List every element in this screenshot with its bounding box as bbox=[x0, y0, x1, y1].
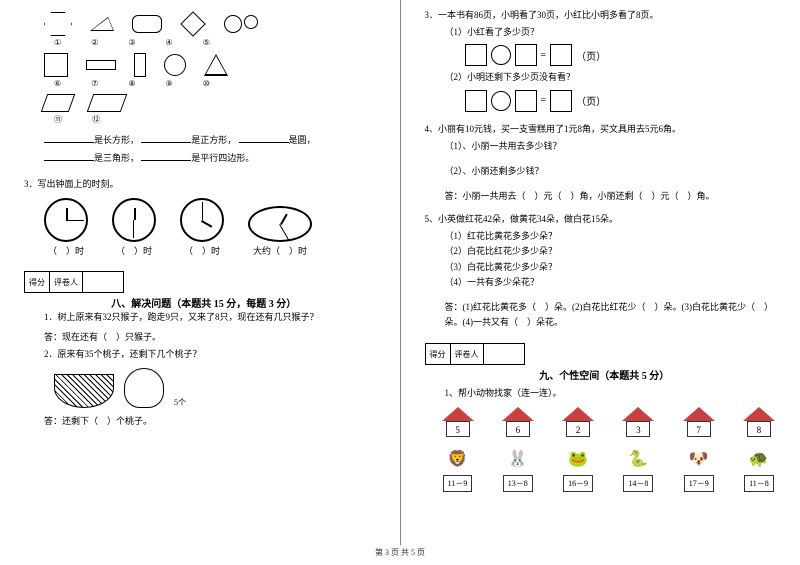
animal-1: 🦁 bbox=[444, 447, 472, 471]
animal-5: 🐶 bbox=[685, 447, 713, 471]
score-box-9: 得分 评卷人 bbox=[425, 343, 525, 365]
peach-count: 5个 bbox=[174, 397, 186, 408]
section-8-title: 八、解决问题（本题共 15 分，每题 3 分） bbox=[24, 295, 384, 310]
shapes-row-2 bbox=[44, 53, 384, 77]
shape-triangle-slant bbox=[90, 17, 114, 31]
clock-2: （ ）时 bbox=[112, 198, 156, 257]
clock-4: 大约（ ）时 bbox=[248, 206, 312, 257]
score-section-8: 得分 评卷人 bbox=[24, 271, 384, 293]
q8-1-ans: 答：现在还有（ ）只猴子。 bbox=[44, 330, 384, 343]
fill-blanks: 是长方形， 是正方形， 是圆， 是三角形， 是平行四边形。 bbox=[44, 131, 384, 167]
clock-3: （ ）时 bbox=[180, 198, 224, 257]
basket-illustration: 5个 bbox=[54, 368, 384, 408]
shape-bar bbox=[86, 60, 116, 70]
r-q5-1: （1）红花比黄花多多少朵？ bbox=[445, 229, 785, 244]
section-9-title: 九、个性空间（本题共 5 分） bbox=[425, 367, 785, 382]
q8-2-ans: 答：还剩下（ ）个桃子。 bbox=[44, 414, 384, 427]
r-q4-1: （1）、小丽一共用去多少钱？ bbox=[445, 139, 785, 154]
shape-tall-rect bbox=[134, 53, 146, 77]
basket-icon bbox=[54, 374, 114, 408]
shape-square bbox=[44, 53, 68, 77]
house-1: 5 bbox=[442, 407, 474, 437]
expr-row: 11－9 13－8 16－9 14－8 17－9 11－8 bbox=[433, 475, 785, 492]
q8-1: 1．树上原来有32只猴子，跑走9只，又来了8只，现在还有几只猴子？ bbox=[44, 310, 384, 324]
house-3: 2 bbox=[562, 407, 594, 437]
house-6: 8 bbox=[743, 407, 775, 437]
r-q4-2: （2）、小丽还剩多少钱？ bbox=[445, 164, 785, 179]
r-q5: 5、小英做红花42朵，做黄花34朵，做白花15朵。 bbox=[425, 212, 785, 225]
animal-row: 🦁 🐰 🐸 🐍 🐶 🐢 bbox=[433, 447, 785, 471]
shape-rounded-rect bbox=[132, 15, 162, 33]
clock-1: （ ）时 bbox=[44, 198, 88, 257]
shape-hexagon bbox=[44, 12, 72, 36]
expr-1: 11－9 bbox=[443, 475, 473, 492]
house-5: 7 bbox=[683, 407, 715, 437]
shapes-row-1 bbox=[44, 12, 384, 36]
r-q5-4: （4）一共有多少朵花？ bbox=[445, 275, 785, 290]
expr-2: 13－8 bbox=[503, 475, 533, 492]
expr-6: 11－8 bbox=[744, 475, 774, 492]
r-q3: 3．一本书有86页，小明看了30页，小红比小明多看了8页。 bbox=[425, 8, 785, 21]
expr-5: 17－9 bbox=[684, 475, 714, 492]
left-column: ① ② ③ ④ ⑤ ⑥ ⑦ ⑧ ⑨ ⑩ ⑪ ⑫ 是长 bbox=[0, 0, 400, 545]
r-q4-ans: 答：小丽一共用去（ ）元（ ）角，小丽还剩（ ）元（ ）角。 bbox=[445, 189, 785, 202]
animal-4: 🐍 bbox=[624, 447, 652, 471]
right-column: 3．一本书有86页，小明看了30页，小红比小明多看了8页。 （1）小红看了多少页… bbox=[401, 0, 800, 545]
shape-circles bbox=[224, 15, 258, 33]
shape-circle bbox=[164, 54, 186, 76]
shape-labels-1: ① ② ③ ④ ⑤ bbox=[54, 38, 384, 47]
shape-triangle bbox=[204, 54, 228, 76]
expr-3: 16－9 bbox=[563, 475, 593, 492]
r-q3-2: （2）小明还剩下多少页没有看？ bbox=[445, 70, 785, 85]
q8-2: 2．原来有35个桃子，还剩下几个桃子？ bbox=[44, 347, 384, 361]
house-row: 5 6 2 3 7 8 bbox=[433, 407, 785, 437]
eq-row-2: = （页） bbox=[465, 90, 785, 112]
monkey-icon bbox=[124, 368, 164, 408]
animal-3: 🐸 bbox=[564, 447, 592, 471]
clock-row: （ ）时 （ ）时 （ ）时 大约（ ）时 bbox=[44, 198, 384, 257]
shape-labels-2: ⑥ ⑦ ⑧ ⑨ ⑩ bbox=[54, 79, 384, 88]
shape-parallelogram-1 bbox=[41, 94, 76, 112]
animal-2: 🐰 bbox=[504, 447, 532, 471]
house-2: 6 bbox=[502, 407, 534, 437]
animal-6: 🐢 bbox=[745, 447, 773, 471]
expr-4: 14－8 bbox=[623, 475, 653, 492]
page-footer: 第 3 页 共 5 页 bbox=[0, 545, 800, 558]
r-q5-3: （3）白花比黄花少多少朵？ bbox=[445, 260, 785, 275]
score-section-9: 得分 评卷人 bbox=[425, 343, 785, 365]
shapes-row-3 bbox=[44, 94, 384, 112]
r-q5-2: （2）白花比红花少多少朵？ bbox=[445, 244, 785, 259]
eq-row-1: = （页） bbox=[465, 44, 785, 66]
q3-label: 3．写出钟面上的时刻。 bbox=[24, 177, 384, 190]
shape-parallelogram-2 bbox=[87, 94, 128, 112]
score-box: 得分 评卷人 bbox=[24, 271, 124, 293]
shape-diamond bbox=[180, 11, 205, 36]
r-q4: 4、小丽有10元钱，买一支雪糕用了1元8角，买文具用去5元6角。 bbox=[425, 122, 785, 135]
q9-1: 1、帮小动物找家（连一连）。 bbox=[445, 386, 785, 400]
shape-labels-3: ⑪ ⑫ bbox=[54, 114, 384, 125]
r-q5-ans: 答：(1)红花比黄花多（ ）朵。(2)白花比红花少（ ）朵。(3)白花比黄花少（… bbox=[445, 300, 785, 329]
house-4: 3 bbox=[622, 407, 654, 437]
r-q3-1: （1）小红看了多少页？ bbox=[445, 25, 785, 40]
